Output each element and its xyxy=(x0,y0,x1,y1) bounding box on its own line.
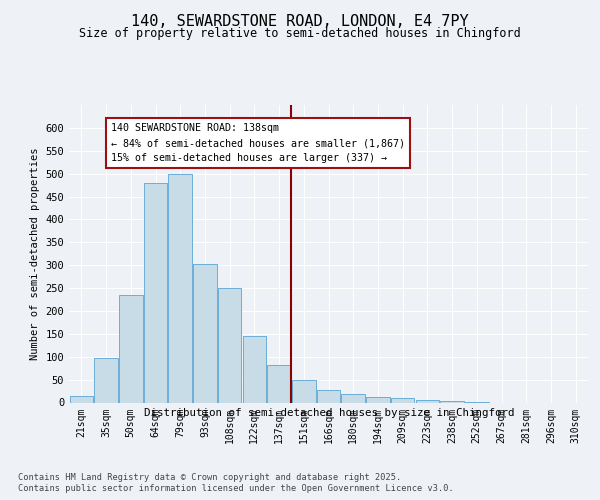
Bar xyxy=(268,365,291,403)
Bar xyxy=(193,264,217,402)
Bar xyxy=(218,288,241,403)
Text: 140 SEWARDSTONE ROAD: 138sqm
← 84% of semi-detached houses are smaller (1,867)
1: 140 SEWARDSTONE ROAD: 138sqm ← 84% of se… xyxy=(111,124,405,163)
Bar xyxy=(416,400,439,402)
Text: Size of property relative to semi-detached houses in Chingford: Size of property relative to semi-detach… xyxy=(79,27,521,40)
Bar xyxy=(70,396,93,402)
Bar xyxy=(242,336,266,402)
Text: Contains HM Land Registry data © Crown copyright and database right 2025.: Contains HM Land Registry data © Crown c… xyxy=(18,472,401,482)
Bar xyxy=(144,183,167,402)
Bar xyxy=(341,394,365,402)
Bar xyxy=(292,380,316,402)
Bar xyxy=(119,295,143,403)
Bar xyxy=(391,398,415,402)
Y-axis label: Number of semi-detached properties: Number of semi-detached properties xyxy=(30,148,40,360)
Bar xyxy=(366,396,389,402)
Bar xyxy=(94,358,118,403)
Text: Contains public sector information licensed under the Open Government Licence v3: Contains public sector information licen… xyxy=(18,484,454,493)
Bar xyxy=(317,390,340,402)
Text: Distribution of semi-detached houses by size in Chingford: Distribution of semi-detached houses by … xyxy=(143,408,514,418)
Text: 140, SEWARDSTONE ROAD, LONDON, E4 7PY: 140, SEWARDSTONE ROAD, LONDON, E4 7PY xyxy=(131,14,469,29)
Bar xyxy=(169,174,192,402)
Bar xyxy=(440,400,464,402)
